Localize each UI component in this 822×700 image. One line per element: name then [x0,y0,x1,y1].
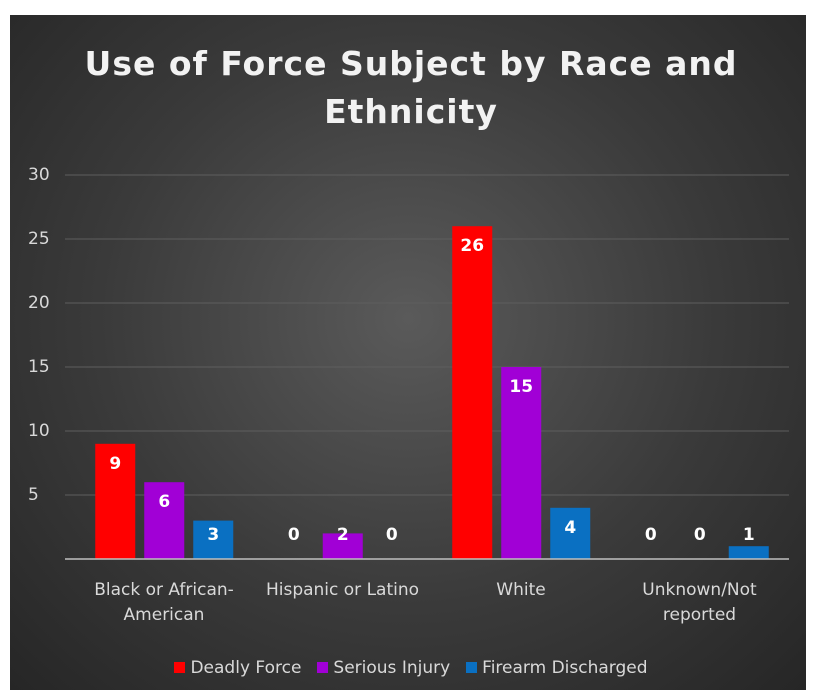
bar [501,367,542,559]
chart-title: Use of Force Subject by Race and Ethnici… [84,44,738,131]
x-tick-label: Hispanic or Latino [265,580,420,600]
legend-swatch [466,662,478,673]
bar [193,520,234,559]
data-label: 0 [645,525,657,545]
x-tick-label: Black or African-American [94,580,234,625]
legend-swatch [174,662,186,673]
data-label: 0 [386,525,398,545]
y-tick-label: 30 [28,165,50,185]
chart-frame [10,15,806,690]
y-tick-label: 10 [28,421,50,441]
data-label: 1 [743,525,755,545]
legend-swatch [317,662,329,673]
legend: Deadly Force Serious Injury Firearm Discha… [0,658,822,678]
data-label: 26 [460,236,484,256]
legend-label: Firearm Discharged [482,658,648,678]
data-label: 0 [694,525,706,545]
legend-label: Deadly Force [190,658,302,678]
data-label: 2 [337,525,349,545]
data-label: 6 [158,492,170,512]
y-tick-label: 5 [28,485,39,505]
bar [452,226,493,559]
x-tick-label: White [496,580,546,600]
y-tick-label: 20 [28,293,50,313]
bar [728,546,769,559]
legend-label: Serious Injury [333,658,451,678]
legend-item: Firearm Discharged [466,658,648,678]
y-tick-label: 15 [28,357,50,377]
data-label: 3 [207,525,219,545]
data-label: 9 [109,454,121,474]
legend-item: Deadly Force [174,658,301,678]
data-label: 15 [509,377,533,397]
bar [144,482,185,559]
bar [550,507,591,559]
bar [322,533,363,559]
x-tick-label: Unknown/Not reported [642,580,757,625]
data-label: 4 [564,518,576,538]
legend-item: Serious Injury [317,658,450,678]
bar [95,443,136,559]
data-label: 0 [288,525,300,545]
y-tick-label: 25 [28,229,50,249]
